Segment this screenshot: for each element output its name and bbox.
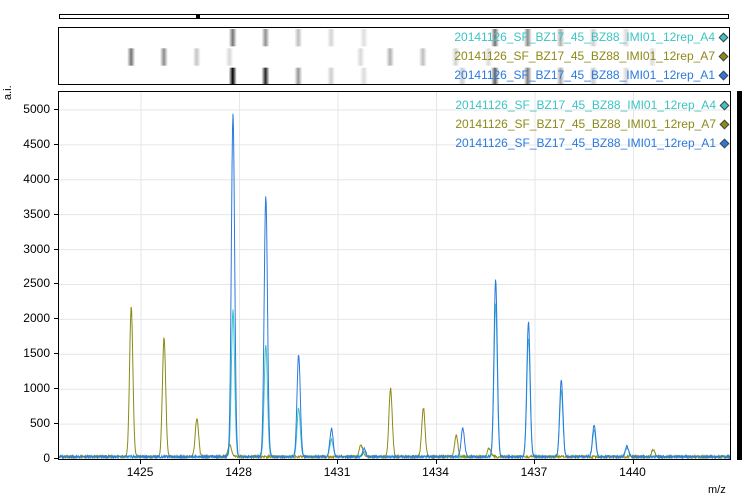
overview-position-marker[interactable] <box>196 14 200 19</box>
legend-marker-icon <box>718 51 729 62</box>
y-tick-label: 1000 <box>23 381 50 396</box>
gel-band <box>225 48 234 66</box>
y-tick-label: 3000 <box>23 241 50 256</box>
gel-view-canvas <box>127 29 657 84</box>
legend-entry: 20141126_SF_BZ17_45_BZ88_IMI01_12rep_A1 <box>455 134 730 153</box>
spectrum-legend: 20141126_SF_BZ17_45_BZ88_IMI01_12rep_A4 2… <box>455 96 730 153</box>
y-tick-label: 2500 <box>23 276 50 291</box>
gel-band <box>622 29 631 47</box>
gel-band <box>490 29 499 47</box>
gel-band <box>648 48 657 66</box>
series-line <box>59 306 730 459</box>
gel-band <box>294 67 303 84</box>
gel-band <box>127 48 136 66</box>
y-tick-label: 1500 <box>23 346 50 361</box>
y-tick-mark <box>54 423 58 425</box>
y-tick-label: 2000 <box>23 311 50 326</box>
legend-entry: 20141126_SF_BZ17_45_BZ88_IMI01_12rep_A7 <box>454 47 729 66</box>
y-tick-mark <box>54 248 58 250</box>
legend-label: 20141126_SF_BZ17_45_BZ88_IMI01_12rep_A7 <box>455 117 716 131</box>
gel-band <box>556 67 565 84</box>
y-tick-mark <box>54 283 58 285</box>
y-tick-mark <box>54 353 58 355</box>
legend-entry: 20141126_SF_BZ17_45_BZ88_IMI01_12rep_A4 <box>454 28 729 47</box>
gel-band <box>192 48 201 66</box>
legend-label: 20141126_SF_BZ17_45_BZ88_IMI01_12rep_A1 <box>454 68 715 82</box>
legend-label: 20141126_SF_BZ17_45_BZ88_IMI01_12rep_A4 <box>455 98 716 112</box>
y-axis-label: a.i. <box>2 85 14 100</box>
gel-band <box>261 67 270 84</box>
x-tick-mark <box>140 460 142 464</box>
y-tick-mark <box>54 318 58 320</box>
y-tick-mark <box>54 388 58 390</box>
legend-label: 20141126_SF_BZ17_45_BZ88_IMI01_12rep_A1 <box>455 136 716 150</box>
x-tick-label: 1440 <box>619 465 646 479</box>
y-tick-label: 0 <box>43 451 50 465</box>
legend-entry: 20141126_SF_BZ17_45_BZ88_IMI01_12rep_A7 <box>455 115 730 134</box>
gel-band <box>523 67 532 84</box>
x-tick-label: 1425 <box>126 465 154 479</box>
x-tick-label: 1434 <box>422 465 449 479</box>
x-tick-mark <box>238 460 240 464</box>
x-tick-mark <box>435 460 437 464</box>
x-tick-mark <box>337 460 339 464</box>
y-tick-label: 3500 <box>23 206 50 221</box>
gel-band <box>159 48 168 66</box>
legend-entry: 20141126_SF_BZ17_45_BZ88_IMI01_12rep_A1 <box>454 66 729 84</box>
x-tick-label: 1428 <box>225 465 252 479</box>
y-tick-label: 5000 <box>23 101 50 116</box>
vertical-scrollbar[interactable] <box>737 91 742 460</box>
legend-label: 20141126_SF_BZ17_45_BZ88_IMI01_12rep_A4 <box>454 30 715 44</box>
y-tick-mark <box>54 108 58 110</box>
x-tick-mark <box>534 460 536 464</box>
legend-marker-icon <box>718 70 729 81</box>
spectrum-canvas <box>59 92 730 459</box>
gel-band <box>490 67 499 84</box>
gel-band <box>386 48 395 66</box>
legend-entry: 20141126_SF_BZ17_45_BZ88_IMI01_12rep_A4 <box>455 96 730 115</box>
y-tick-label: 500 <box>29 416 50 431</box>
gel-band <box>418 48 427 66</box>
y-tick-mark <box>54 458 58 459</box>
gel-band <box>327 29 336 47</box>
gel-band <box>359 29 368 47</box>
gel-band <box>294 29 303 47</box>
x-tick-mark <box>632 460 634 464</box>
spectrum-plot[interactable]: 20141126_SF_BZ17_45_BZ88_IMI01_12rep_A4 2… <box>58 91 731 460</box>
gel-band <box>228 67 237 84</box>
y-tick-label: 4500 <box>23 136 50 151</box>
gel-band <box>589 67 598 84</box>
gel-band <box>589 29 598 47</box>
legend-marker-icon <box>718 32 729 43</box>
gel-band <box>556 29 565 47</box>
series-line <box>59 113 730 459</box>
gel-band <box>451 48 460 66</box>
gel-band <box>458 67 467 84</box>
legend-marker-icon <box>719 119 730 130</box>
y-tick-mark <box>54 143 58 145</box>
legend-label: 20141126_SF_BZ17_45_BZ88_IMI01_12rep_A7 <box>454 49 715 63</box>
x-tick-label: 1437 <box>520 465 548 479</box>
gel-band <box>356 48 365 66</box>
y-tick-label: 4000 <box>23 171 50 186</box>
gel-band <box>484 48 493 66</box>
x-tick-label: 1431 <box>323 465 351 479</box>
grid <box>59 92 730 459</box>
legend-marker-icon <box>719 100 730 111</box>
gel-band <box>327 67 336 84</box>
overview-scrollbar[interactable] <box>59 14 729 19</box>
gel-view-panel[interactable]: 20141126_SF_BZ17_45_BZ88_IMI01_12rep_A4 2… <box>58 27 730 85</box>
gel-band <box>261 29 270 47</box>
legend-marker-icon <box>719 138 730 149</box>
gel-view-legend: 20141126_SF_BZ17_45_BZ88_IMI01_12rep_A4 2… <box>454 28 729 84</box>
x-axis-label: m/z <box>708 484 726 496</box>
gel-band <box>523 29 532 47</box>
gel-band <box>622 67 631 84</box>
gel-band <box>359 67 368 84</box>
y-tick-mark <box>54 178 58 180</box>
y-tick-mark <box>54 213 58 215</box>
series-line <box>59 303 730 459</box>
gel-band <box>228 29 237 47</box>
